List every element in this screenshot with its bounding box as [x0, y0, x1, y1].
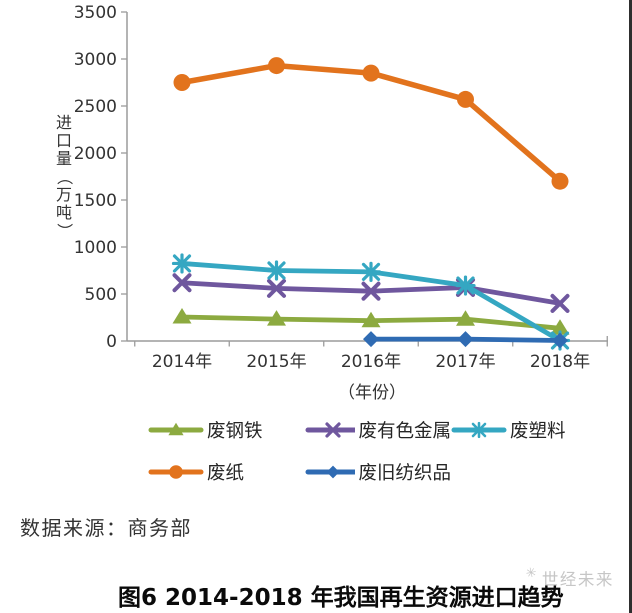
y-axis-title-char: 万 — [56, 185, 72, 204]
legend-marker-star-icon — [451, 421, 507, 439]
y-tick-label: 3000 — [74, 50, 117, 70]
y-tick-label: 0 — [106, 332, 117, 352]
watermark-text: 世经未来 — [541, 570, 614, 589]
y-tick-label: 1500 — [74, 191, 117, 211]
legend-label: 废纸 — [207, 463, 245, 484]
data-point-marker — [550, 293, 570, 313]
watermark-logo-icon: ✳ — [524, 565, 539, 582]
series-废旧纺织品 — [363, 331, 568, 349]
x-tick-label: 2017年 — [435, 352, 495, 372]
y-tick-label: 1000 — [74, 238, 117, 258]
data-point-marker — [551, 172, 569, 190]
data-point-marker — [361, 311, 381, 328]
legend-item-废钢铁: 废钢铁 — [148, 417, 305, 443]
data-point-marker — [362, 64, 380, 82]
image-right-border — [629, 0, 632, 613]
y-axis-title-char: （ — [55, 169, 74, 185]
data-point-marker — [172, 273, 192, 293]
data-point-marker — [169, 465, 183, 479]
data-point-marker — [457, 90, 474, 108]
data-point-marker — [361, 281, 381, 301]
y-axis-title-char: 进 — [56, 113, 72, 132]
y-axis-title-char: ） — [55, 223, 74, 239]
legend-label: 废有色金属 — [358, 421, 451, 442]
legend-item-废有色金属: 废有色金属 — [305, 417, 451, 443]
y-tick-label: 2500 — [74, 97, 117, 117]
legend-marker-triangle-icon — [148, 422, 204, 436]
data-point-marker — [363, 331, 379, 348]
y-tick-label: 500 — [85, 285, 117, 305]
series-line — [179, 62, 563, 184]
data-point-marker — [552, 332, 568, 349]
data-point-marker — [267, 310, 286, 326]
source-note: 数据来源：商务部 — [20, 516, 192, 540]
watermark: ✳ 世经未来 — [524, 565, 614, 590]
legend-item-废旧纺织品: 废旧纺织品 — [305, 459, 451, 485]
legend-marker-x-icon — [305, 422, 356, 438]
y-tick-label: 3500 — [74, 3, 117, 23]
x-tick-label: 2014年 — [152, 352, 212, 372]
data-point-marker — [456, 310, 475, 326]
data-point-marker — [172, 308, 192, 324]
data-point-marker — [168, 422, 184, 436]
legend-marker-diamond-icon — [305, 465, 356, 479]
y-axis-title-char: 口 — [56, 131, 72, 150]
line-chart: 0 500 1000 1500 2000 2500 3000 3500 2014年 2015年 20… — [55, 3, 608, 403]
data-point-marker — [325, 422, 341, 438]
x-tick-label: 2018年 — [530, 352, 590, 372]
figure-caption: 图6 2014-2018 年我国再生资源进口趋势 — [118, 585, 564, 611]
legend-item-废塑料: 废塑料 — [451, 417, 566, 443]
legend-item-废纸: 废纸 — [148, 459, 305, 485]
series-废纸 — [173, 57, 569, 190]
y-axis-title-char: 吨 — [56, 203, 72, 222]
data-point-marker — [550, 319, 570, 335]
y-tick-label: 2000 — [74, 144, 117, 164]
chart-legend: 废钢铁 废有色金属 废塑料废纸 废旧纺织品 — [148, 417, 566, 485]
data-point-marker — [326, 465, 340, 479]
legend-label: 废塑料 — [510, 421, 566, 442]
x-tick-label: 2015年 — [246, 352, 306, 372]
series-废塑料 — [171, 253, 571, 351]
legend-label: 废钢铁 — [207, 421, 263, 442]
legend-label: 废旧纺织品 — [358, 463, 451, 484]
x-tick-label: 2016年 — [341, 352, 401, 372]
series-废钢铁 — [172, 308, 570, 335]
data-point-marker — [268, 57, 285, 75]
data-point-marker — [457, 331, 474, 348]
legend-marker-circle-icon — [148, 465, 204, 479]
y-axis-title-char: 量 — [56, 149, 72, 168]
x-axis-title: （年份） — [338, 383, 406, 403]
data-point-marker — [173, 74, 191, 91]
data-point-marker — [267, 278, 286, 298]
